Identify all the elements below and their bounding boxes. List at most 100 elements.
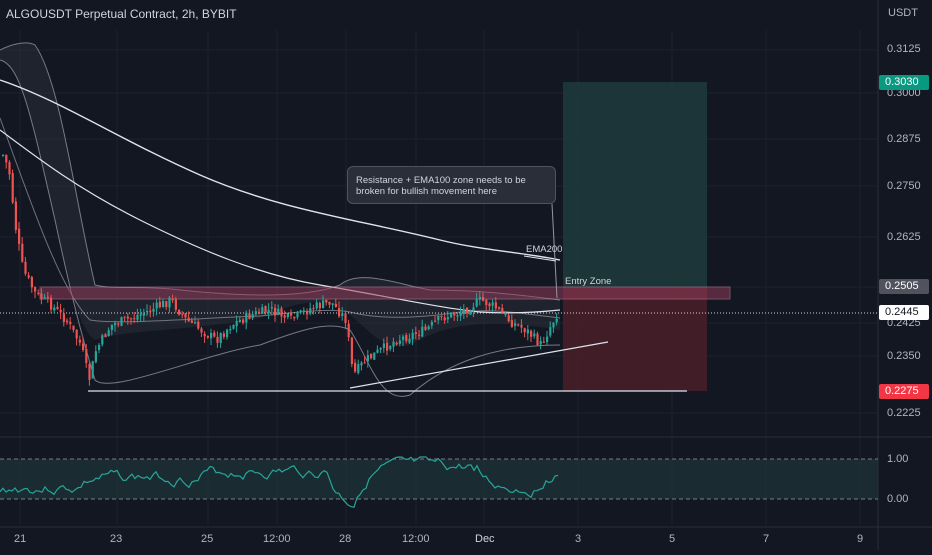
candle-body[interactable] — [395, 342, 398, 345]
candle-body[interactable] — [293, 316, 296, 319]
candle-body[interactable] — [203, 333, 206, 337]
candle-body[interactable] — [72, 325, 75, 331]
candle-body[interactable] — [50, 297, 53, 310]
candle-body[interactable] — [258, 311, 261, 314]
candle-body[interactable] — [315, 302, 318, 309]
candle-body[interactable] — [206, 336, 209, 338]
candle-body[interactable] — [40, 293, 43, 300]
candle-body[interactable] — [498, 307, 501, 309]
candle-body[interactable] — [501, 308, 504, 313]
candle-body[interactable] — [325, 299, 328, 303]
candle-body[interactable] — [34, 286, 37, 292]
candle-body[interactable] — [248, 313, 251, 319]
candle-body[interactable] — [414, 332, 417, 335]
candle-body[interactable] — [491, 302, 494, 306]
candle-body[interactable] — [280, 308, 283, 317]
candle-body[interactable] — [168, 297, 171, 308]
candle-body[interactable] — [424, 326, 427, 330]
candle-body[interactable] — [222, 333, 225, 337]
candle-body[interactable] — [494, 302, 497, 309]
candle-body[interactable] — [392, 341, 395, 347]
candle-body[interactable] — [482, 297, 485, 301]
candle-body[interactable] — [402, 336, 405, 340]
candle-body[interactable] — [152, 308, 155, 312]
candle-body[interactable] — [539, 341, 542, 345]
candle-body[interactable] — [389, 345, 392, 350]
take-profit-price-tag[interactable]: 0.3030 — [879, 75, 929, 90]
candle-body[interactable] — [338, 307, 341, 317]
candle-body[interactable] — [238, 320, 241, 323]
candle-body[interactable] — [347, 323, 350, 338]
candle-body[interactable] — [312, 307, 315, 309]
candle-body[interactable] — [274, 307, 277, 316]
candle-body[interactable] — [78, 339, 81, 343]
candle-body[interactable] — [427, 326, 430, 330]
candle-body[interactable] — [322, 300, 325, 309]
candle-body[interactable] — [254, 311, 257, 315]
candle-body[interactable] — [46, 296, 49, 299]
candle-body[interactable] — [421, 326, 424, 337]
candle-body[interactable] — [328, 301, 331, 305]
candle-body[interactable] — [242, 319, 245, 323]
currency-label[interactable]: USDT — [888, 7, 918, 19]
candle-body[interactable] — [350, 337, 353, 365]
candle-body[interactable] — [514, 323, 517, 326]
candle-body[interactable] — [296, 311, 299, 318]
candle-body[interactable] — [549, 327, 552, 336]
candle-body[interactable] — [88, 364, 91, 380]
candle-body[interactable] — [245, 312, 248, 323]
candle-body[interactable] — [232, 324, 235, 329]
candle-body[interactable] — [24, 261, 27, 274]
candle-body[interactable] — [360, 362, 363, 366]
candle-body[interactable] — [226, 329, 229, 338]
candle-body[interactable] — [376, 349, 379, 353]
candle-body[interactable] — [261, 307, 264, 314]
candle-body[interactable] — [555, 318, 558, 323]
candle-body[interactable] — [440, 315, 443, 317]
candle-body[interactable] — [462, 309, 465, 314]
candle-body[interactable] — [418, 334, 421, 336]
candle-body[interactable] — [110, 324, 113, 330]
candle-body[interactable] — [552, 322, 555, 328]
candle-body[interactable] — [66, 320, 69, 323]
candle-body[interactable] — [526, 329, 529, 334]
candle-body[interactable] — [472, 307, 475, 311]
candle-body[interactable] — [370, 353, 373, 359]
candle-body[interactable] — [411, 332, 414, 340]
candle-body[interactable] — [366, 355, 369, 362]
candle-body[interactable] — [174, 299, 177, 310]
candle-body[interactable] — [53, 307, 56, 311]
candle-body[interactable] — [405, 335, 408, 342]
candle-body[interactable] — [357, 364, 360, 373]
candle-body[interactable] — [542, 341, 545, 343]
candle-body[interactable] — [123, 316, 126, 318]
candle-body[interactable] — [453, 312, 456, 316]
candle-body[interactable] — [456, 315, 459, 317]
candle-body[interactable] — [62, 313, 65, 323]
candle-body[interactable] — [213, 332, 216, 337]
candle-body[interactable] — [290, 312, 293, 316]
candle-body[interactable] — [104, 334, 107, 338]
candle-body[interactable] — [146, 311, 149, 313]
candle-body[interactable] — [98, 344, 101, 350]
candle-body[interactable] — [235, 320, 238, 327]
candle-body[interactable] — [142, 313, 145, 316]
candle-body[interactable] — [126, 316, 129, 319]
candle-body[interactable] — [18, 228, 21, 244]
candle-body[interactable] — [133, 318, 136, 320]
candle-body[interactable] — [139, 314, 142, 316]
candle-body[interactable] — [302, 310, 305, 312]
candle-body[interactable] — [8, 162, 11, 175]
candle-body[interactable] — [469, 311, 472, 315]
candle-body[interactable] — [27, 275, 30, 278]
candle-body[interactable] — [75, 329, 78, 339]
resistance-note[interactable]: Resistance + EMA100 zone needs to be bro… — [347, 166, 556, 204]
candle-body[interactable] — [373, 352, 376, 360]
candle-body[interactable] — [85, 348, 88, 363]
candle-body[interactable] — [200, 328, 203, 333]
candle-body[interactable] — [485, 299, 488, 306]
candle-body[interactable] — [379, 347, 382, 350]
candle-body[interactable] — [11, 173, 14, 203]
candle-body[interactable] — [478, 296, 481, 300]
candle-body[interactable] — [536, 333, 539, 346]
